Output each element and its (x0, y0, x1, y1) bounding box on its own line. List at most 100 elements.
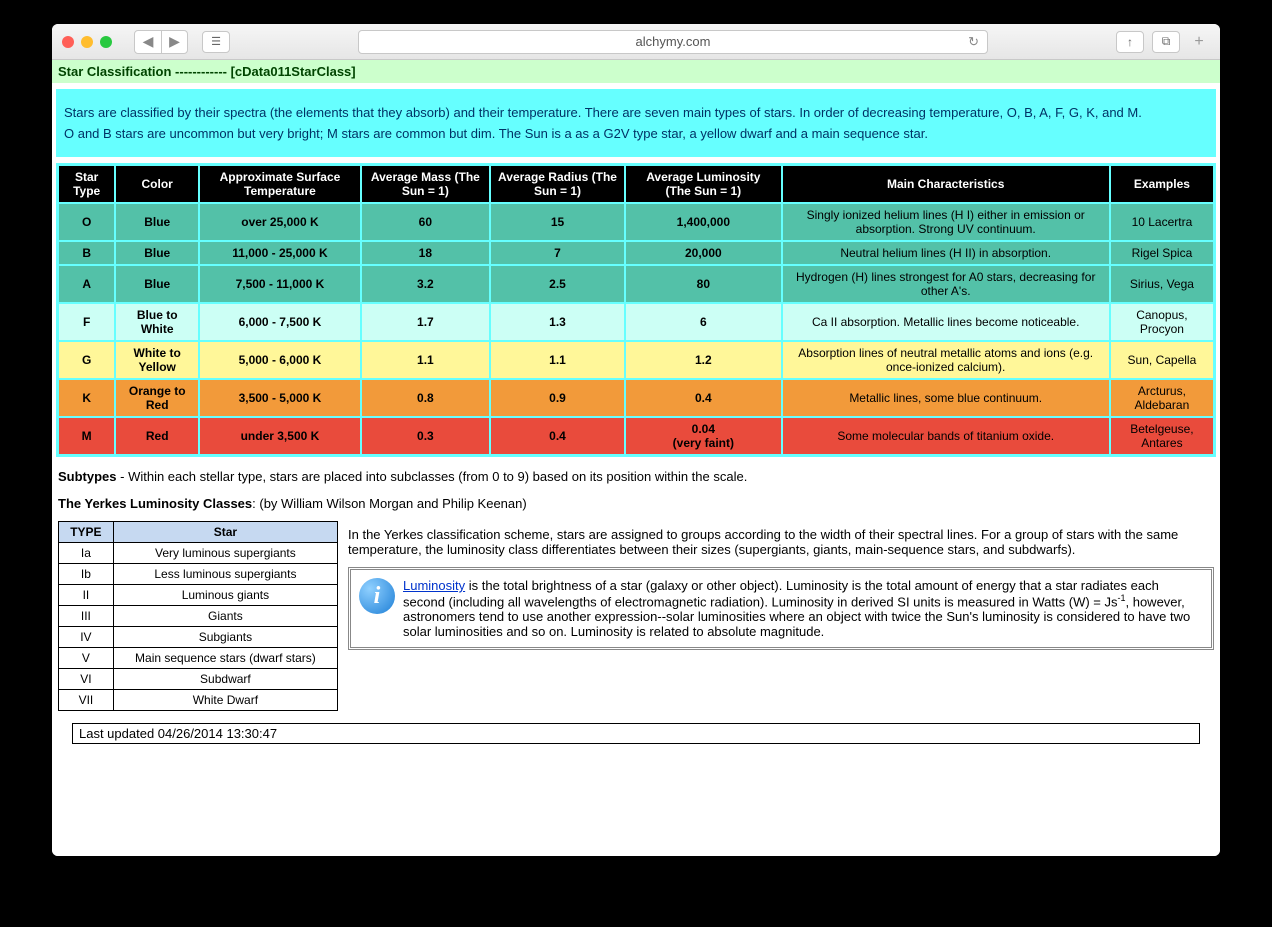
table-cell: 6 (625, 303, 781, 341)
reload-icon[interactable]: ↻ (968, 34, 979, 50)
star-class-table: Star TypeColorApproximate Surface Temper… (56, 163, 1216, 457)
table-row: OBlueover 25,000 K60151,400,000Singly io… (58, 203, 1215, 241)
table-cell: A (58, 265, 116, 303)
table-cell: under 3,500 K (199, 417, 361, 456)
table-row: IaVery luminous supergiants (59, 543, 338, 564)
table-row: VIIWhite Dwarf (59, 690, 338, 711)
page-title: Star Classification ------------ [cData0… (52, 60, 1220, 83)
last-updated: Last updated 04/26/2014 13:30:47 (72, 723, 1200, 744)
url-text: alchymy.com (636, 34, 711, 49)
subtypes-text: - Within each stellar type, stars are pl… (117, 469, 748, 484)
nav-buttons: ◀ ▶ (134, 30, 188, 54)
table-row: ABlue7,500 - 11,000 K3.22.580Hydrogen (H… (58, 265, 1215, 303)
minimize-icon[interactable] (81, 36, 93, 48)
table-cell: V (59, 648, 114, 669)
table-cell: 1.1 (361, 341, 490, 379)
table-cell: M (58, 417, 116, 456)
table-cell: Blue (115, 241, 199, 265)
sidebar-button[interactable]: ☰ (202, 31, 230, 53)
table-cell: 1.3 (490, 303, 625, 341)
table-cell: B (58, 241, 116, 265)
table-cell: 60 (361, 203, 490, 241)
forward-button[interactable]: ▶ (161, 31, 187, 53)
table-cell: Canopus, Procyon (1110, 303, 1215, 341)
intro-p2: O and B stars are uncommon but very brig… (64, 126, 1208, 141)
table-cell: 1.2 (625, 341, 781, 379)
info-icon: i (359, 578, 395, 614)
table-cell: 1.7 (361, 303, 490, 341)
col-header: Star (113, 522, 337, 543)
subtypes-label: Subtypes (58, 469, 117, 484)
col-header: Star Type (58, 165, 116, 204)
share-button[interactable]: ↑ (1116, 31, 1144, 53)
window-controls (62, 36, 112, 48)
table-row: GWhite to Yellow5,000 - 6,000 K1.11.11.2… (58, 341, 1215, 379)
table-cell: Less luminous supergiants (113, 564, 337, 585)
subtypes-line: Subtypes - Within each stellar type, sta… (58, 469, 1214, 484)
tabs-button[interactable]: ⧉ (1152, 31, 1180, 53)
lower-layout: TYPEStar IaVery luminous supergiantsIbLe… (58, 521, 1214, 711)
col-header: TYPE (59, 522, 114, 543)
table-cell: 11,000 - 25,000 K (199, 241, 361, 265)
table-cell: 5,000 - 6,000 K (199, 341, 361, 379)
table-cell: Blue (115, 265, 199, 303)
table-cell: 0.4 (490, 417, 625, 456)
table-row: FBlue to White6,000 - 7,500 K1.71.36Ca I… (58, 303, 1215, 341)
table-cell: Metallic lines, some blue continuum. (782, 379, 1110, 417)
table-cell: Red (115, 417, 199, 456)
table-cell: Subgiants (113, 627, 337, 648)
table-cell: 7,500 - 11,000 K (199, 265, 361, 303)
table-cell: 7 (490, 241, 625, 265)
back-button[interactable]: ◀ (135, 31, 161, 53)
col-header: Examples (1110, 165, 1215, 204)
table-cell: Blue (115, 203, 199, 241)
table-cell: Sun, Capella (1110, 341, 1215, 379)
table-cell: VII (59, 690, 114, 711)
table-cell: Neutral helium lines (H II) in absorptio… (782, 241, 1110, 265)
table-cell: Ib (59, 564, 114, 585)
close-icon[interactable] (62, 36, 74, 48)
table-cell: Some molecular bands of titanium oxide. (782, 417, 1110, 456)
table-cell: Singly ionized helium lines (H I) either… (782, 203, 1110, 241)
table-row: IILuminous giants (59, 585, 338, 606)
luminosity-link[interactable]: Luminosity (403, 578, 465, 593)
table-cell: 1,400,000 (625, 203, 781, 241)
table-cell: Betelgeuse, Antares (1110, 417, 1215, 456)
table-cell: Luminous giants (113, 585, 337, 606)
table-row: IIIGiants (59, 606, 338, 627)
yerkes-table: TYPEStar IaVery luminous supergiantsIbLe… (58, 521, 338, 711)
intro-box: Stars are classified by their spectra (t… (56, 89, 1216, 157)
table-row: IbLess luminous supergiants (59, 564, 338, 585)
table-row: VISubdwarf (59, 669, 338, 690)
maximize-icon[interactable] (100, 36, 112, 48)
info-text1: is the total brightness of a star (galax… (403, 578, 1159, 609)
col-header: Approximate Surface Temperature (199, 165, 361, 204)
table-cell: 0.4 (625, 379, 781, 417)
table-cell: II (59, 585, 114, 606)
col-header: Main Characteristics (782, 165, 1110, 204)
table-cell: White Dwarf (113, 690, 337, 711)
info-text: Luminosity is the total brightness of a … (403, 578, 1203, 639)
table-cell: 3.2 (361, 265, 490, 303)
table-cell: O (58, 203, 116, 241)
right-column: In the Yerkes classification scheme, sta… (348, 521, 1214, 650)
table-cell: 6,000 - 7,500 K (199, 303, 361, 341)
info-box: i Luminosity is the total brightness of … (348, 567, 1214, 650)
table-cell: Giants (113, 606, 337, 627)
table-row: BBlue11,000 - 25,000 K18720,000Neutral h… (58, 241, 1215, 265)
table-cell: 0.04(very faint) (625, 417, 781, 456)
browser-window: ◀ ▶ ☰ alchymy.com ↻ ↑ ⧉ + Star Classific… (52, 24, 1220, 856)
yerkes-desc: In the Yerkes classification scheme, sta… (348, 527, 1214, 557)
new-tab-button[interactable]: + (1188, 31, 1210, 53)
table-cell: Very luminous supergiants (113, 543, 337, 564)
table-cell: Hydrogen (H) lines strongest for A0 star… (782, 265, 1110, 303)
info-sup: -1 (1117, 593, 1125, 603)
table-cell: 15 (490, 203, 625, 241)
table-cell: Arcturus, Aldebaran (1110, 379, 1215, 417)
url-bar[interactable]: alchymy.com ↻ (358, 30, 988, 54)
table-cell: Ca II absorption. Metallic lines become … (782, 303, 1110, 341)
table-cell: Blue to White (115, 303, 199, 341)
table-cell: Ia (59, 543, 114, 564)
table-cell: IV (59, 627, 114, 648)
table-cell: Orange to Red (115, 379, 199, 417)
